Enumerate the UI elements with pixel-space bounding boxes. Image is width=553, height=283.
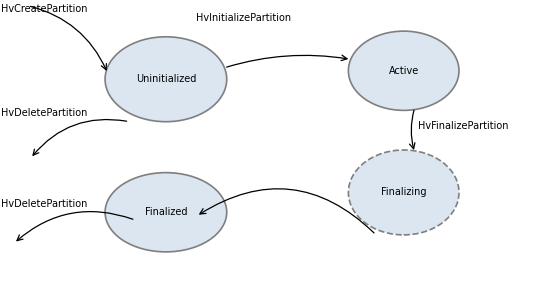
Ellipse shape [348, 31, 459, 110]
Ellipse shape [105, 173, 227, 252]
Text: Finalizing: Finalizing [381, 187, 426, 198]
Text: Finalized: Finalized [145, 207, 187, 217]
Text: HvCreatePartition: HvCreatePartition [1, 4, 87, 14]
Text: HvDeletePartition: HvDeletePartition [1, 108, 87, 118]
Text: HvDeletePartition: HvDeletePartition [1, 199, 87, 209]
Text: Uninitialized: Uninitialized [135, 74, 196, 84]
Ellipse shape [105, 37, 227, 122]
Text: HvFinalizePartition: HvFinalizePartition [418, 121, 508, 131]
Text: HvInitializePartition: HvInitializePartition [196, 13, 291, 23]
Text: Active: Active [389, 66, 419, 76]
Ellipse shape [348, 150, 459, 235]
